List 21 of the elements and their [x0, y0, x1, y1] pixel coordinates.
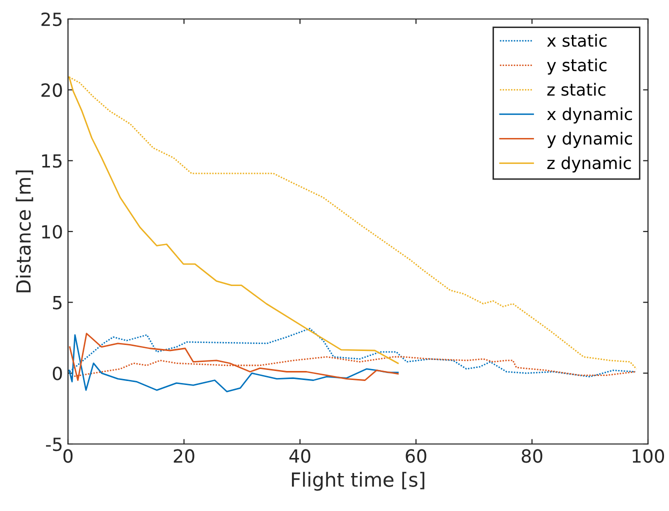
- y-tick-label: -5: [46, 438, 62, 452]
- x-tick-label: 100: [632, 449, 664, 463]
- legend-label: z dynamic: [547, 156, 631, 172]
- x-tick-label: 0: [63, 449, 73, 463]
- legend-label: z static: [547, 82, 606, 96]
- y-tick-label: 0: [52, 366, 62, 380]
- legend-label: x dynamic: [547, 107, 632, 124]
- y-tick-label: 20: [41, 83, 62, 97]
- legend-label: y dynamic: [547, 132, 632, 148]
- x-tick-label: 60: [406, 449, 426, 463]
- y-tick-label: 10: [42, 224, 62, 239]
- x-tick-label: 40: [289, 449, 310, 463]
- y-tick-label: 5: [53, 296, 62, 310]
- legend-label: y static: [547, 58, 606, 75]
- y-tick-label: 15: [42, 154, 62, 168]
- legend-label: x static: [547, 34, 606, 47]
- x-axis-title: Flight time [s]: [292, 472, 424, 491]
- x-tick-label: 20: [174, 449, 194, 463]
- y-axis-title: Distance [m]: [16, 170, 34, 292]
- y-tick-label: 25: [41, 12, 62, 26]
- x-tick-label: 80: [522, 449, 542, 463]
